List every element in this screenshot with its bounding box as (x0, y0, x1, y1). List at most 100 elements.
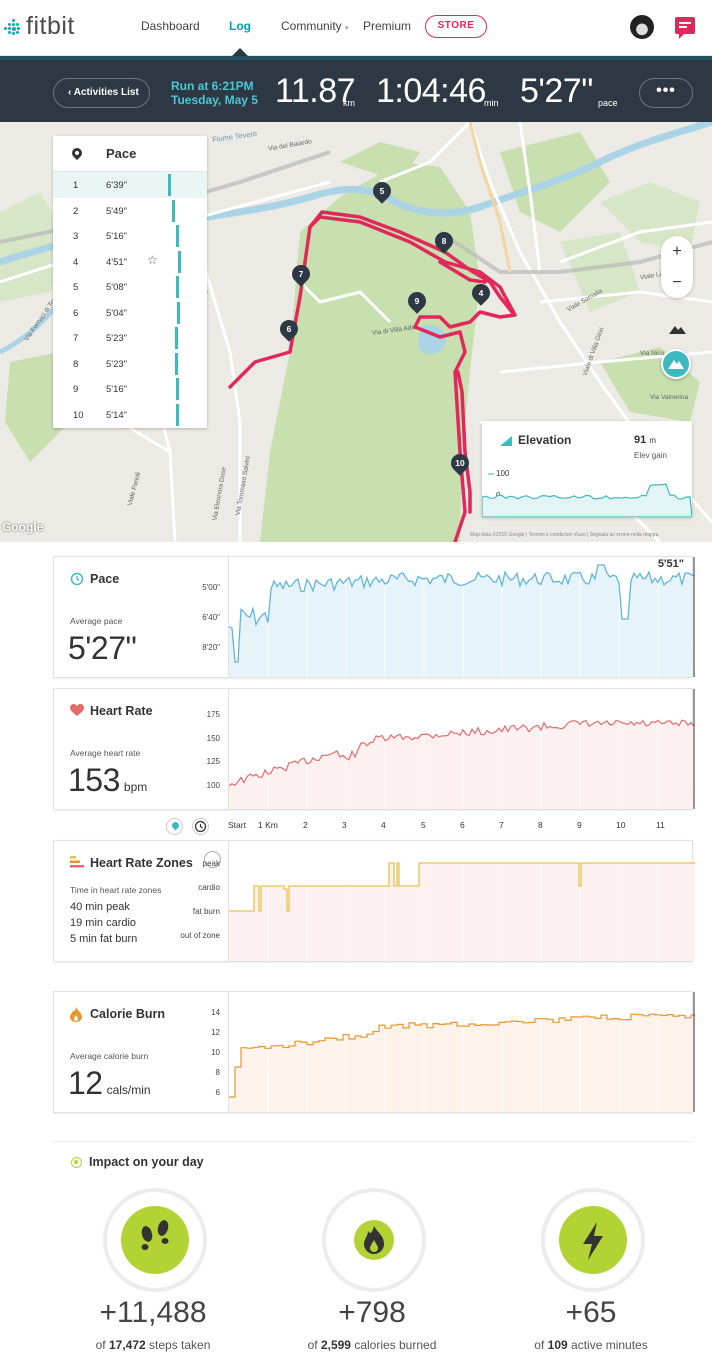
terrain-button[interactable] (661, 314, 693, 346)
activity-header: ‹ Activities List Run at 6:21PM Tuesday,… (0, 56, 712, 122)
calorie-number: 12 (68, 1065, 103, 1101)
route-marker[interactable]: 8 (431, 228, 457, 254)
run-date: Tuesday, May 5 (171, 93, 258, 107)
zone-peak-time: 40 min peak (70, 901, 130, 913)
split-row[interactable]: 7 5'23" (53, 325, 207, 351)
chevron-left-icon: ‹ (68, 87, 74, 98)
impact-title: Impact on your day (89, 1155, 204, 1169)
split-row[interactable]: 9 5'16" (53, 376, 207, 402)
split-row[interactable]: 10 5'14" (53, 402, 207, 428)
zoom-in-button[interactable]: + (672, 243, 682, 260)
run-title: Run at 6:21PM Tuesday, May 5 (171, 79, 258, 107)
zone-fatburn-time: 5 min fat burn (70, 933, 138, 945)
km-label: 9 (577, 820, 582, 830)
split-number: 8 (73, 358, 79, 370)
split-pace: 4'51" (106, 256, 128, 268)
zones-info-button[interactable] (204, 851, 221, 868)
elevation-line (482, 483, 692, 517)
split-number: 9 (73, 384, 79, 395)
distance-unit: km (343, 98, 355, 108)
clock-icon (194, 820, 207, 833)
route-marker[interactable]: 7 (288, 261, 314, 287)
distance-mode-button[interactable] (166, 818, 183, 835)
split-pace: 6'39" (106, 180, 128, 191)
time-mode-button[interactable] (192, 818, 209, 835)
split-row[interactable]: 5 5'08" (53, 274, 207, 300)
heart-rate-value: 153 bpm (68, 762, 147, 799)
zones-area (229, 863, 695, 961)
pace-chart[interactable]: 5'51" (228, 557, 695, 677)
pace-line (228, 564, 695, 663)
split-bar (176, 403, 179, 426)
route-marker[interactable]: 5 (369, 178, 395, 204)
route-marker[interactable]: 10 (447, 450, 473, 476)
km-label: 7 (499, 820, 504, 830)
route-marker[interactable]: 4 (468, 280, 494, 306)
pace-splits-panel: Pace 1 6'39" 2 5'49" 3 5'16" 4 4'51" ☆ 5 5'08" 6 5'0… (53, 136, 207, 428)
km-label: 11 (656, 820, 665, 830)
steps-suffix: steps taken (149, 1338, 211, 1352)
split-row[interactable]: 8 5'23" (53, 351, 207, 377)
hr-tick: 125 (206, 757, 220, 766)
store-button[interactable]: STORE (425, 15, 487, 38)
split-number: 3 (73, 231, 79, 242)
cal-tick: 10 (211, 1048, 220, 1057)
route-marker[interactable]: 6 (276, 316, 302, 342)
heart-rate-chart[interactable] (228, 689, 695, 809)
map-copyright[interactable]: Map data ©2015 Google | Termini e condiz… (470, 532, 659, 538)
google-logo: Google (2, 520, 44, 534)
split-number: 6 (73, 307, 79, 319)
pace-card-title: Pace (90, 572, 120, 586)
route-marker-label: 6 (286, 324, 292, 334)
zone-cardio-time: 19 min cardio (70, 917, 137, 929)
active-minutes-impact-sub: of 109 active minutes (491, 1338, 691, 1352)
pace-hover-value: 5'51" (657, 558, 684, 570)
elevation-icon (500, 436, 512, 446)
nav-community[interactable]: Community ▾ (281, 19, 349, 33)
steps-total: 17,472 (108, 1338, 146, 1352)
hr-tick: 150 (206, 734, 220, 743)
split-bar (168, 174, 171, 196)
split-row[interactable]: 3 5'16" (53, 223, 207, 249)
zones-graph (229, 841, 695, 961)
zoom-out-button[interactable]: − (672, 274, 682, 291)
steps-impact-value: +11,488 (99, 1296, 207, 1329)
messages-icon[interactable] (675, 17, 695, 39)
mountain-icon (668, 360, 684, 369)
route-marker[interactable]: 9 (404, 288, 430, 314)
star-icon: ☆ (147, 252, 158, 267)
zones-chart[interactable] (228, 841, 695, 961)
nav-dashboard[interactable]: Dashboard (141, 19, 200, 33)
nav-log[interactable]: Log (229, 19, 251, 33)
run-time: Run at 6:21PM (171, 79, 254, 93)
street-label: Via Nico... (640, 350, 670, 357)
split-bar (176, 378, 179, 400)
split-pace: 5'04" (106, 307, 128, 319)
calorie-chart[interactable] (228, 992, 697, 1112)
heart-rate-area (229, 720, 695, 809)
split-pace: 5'23" (106, 333, 128, 344)
satellite-button[interactable] (661, 349, 691, 379)
steps-prefix: of (95, 1338, 106, 1352)
km-label: 1 Km (258, 820, 278, 830)
pace-panel-title: Pace (106, 146, 137, 161)
split-bar (176, 225, 179, 247)
route-marker-label: 10 (455, 458, 465, 468)
minutes-prefix: of (534, 1338, 545, 1352)
location-pin-icon (69, 145, 85, 161)
split-row[interactable]: 4 4'51" ☆ (53, 249, 207, 275)
activities-list-button[interactable]: ‹ Activities List (53, 78, 150, 108)
split-pace: 5'23" (106, 358, 128, 370)
more-options-button[interactable]: ••• (639, 78, 693, 108)
split-pace: 5'16" (106, 384, 128, 395)
split-row[interactable]: 6 5'04" (53, 300, 207, 326)
split-bar (176, 276, 179, 298)
avatar[interactable] (630, 15, 654, 39)
fitbit-logo[interactable]: fitbit (4, 12, 75, 41)
split-row[interactable]: 1 6'39" (53, 172, 207, 198)
active-minutes-ring (541, 1188, 645, 1292)
split-bar (175, 327, 178, 349)
split-row[interactable]: 2 5'49" (53, 198, 207, 224)
activities-list-label: Activities List (73, 87, 139, 98)
nav-premium[interactable]: Premium (363, 19, 412, 33)
